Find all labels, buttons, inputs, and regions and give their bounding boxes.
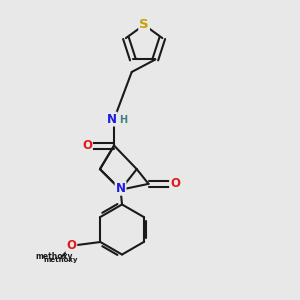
Text: methoxy: methoxy: [35, 252, 73, 261]
Text: methoxy: methoxy: [43, 257, 77, 263]
Text: N: N: [107, 112, 117, 126]
Text: S: S: [139, 18, 149, 32]
Text: O: O: [82, 139, 92, 152]
Text: N: N: [116, 182, 126, 195]
Text: O: O: [66, 239, 76, 252]
Text: H: H: [119, 115, 128, 125]
Text: O: O: [170, 177, 180, 190]
